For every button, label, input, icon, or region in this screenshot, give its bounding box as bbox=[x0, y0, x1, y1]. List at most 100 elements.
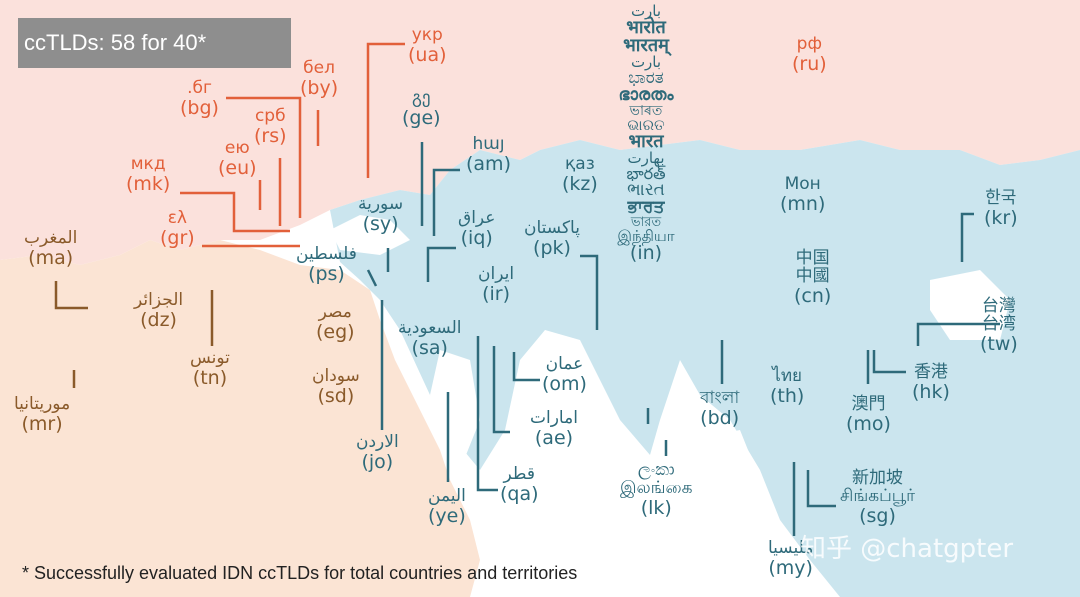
script-sy: سورية bbox=[358, 194, 404, 214]
africa-region bbox=[0, 240, 480, 597]
code-bd: (bd) bbox=[700, 406, 740, 429]
code-ua: (ua) bbox=[408, 43, 447, 66]
script-ye: اليمن bbox=[428, 486, 466, 506]
india-script: ಭಾರತ bbox=[628, 68, 664, 88]
india-script: بھارت bbox=[627, 149, 665, 167]
code-pk: (pk) bbox=[533, 236, 571, 259]
connector-ua bbox=[366, 42, 405, 178]
label-bg: .бг (bg) bbox=[180, 78, 219, 119]
script2-lk: இலங்கை bbox=[620, 477, 693, 498]
connector-ps bbox=[366, 269, 378, 287]
code-mr: (mr) bbox=[21, 412, 63, 435]
label-sg: 新加坡 சிங்கப்பூர் (sg) bbox=[840, 468, 915, 527]
watermark: 知乎 @chatgpter bbox=[800, 534, 1014, 564]
label-kz: қаз (kz) bbox=[562, 154, 598, 195]
india-script: భారత్ bbox=[626, 164, 666, 183]
label-sy: سورية (sy) bbox=[358, 194, 404, 235]
code-by: (by) bbox=[300, 76, 339, 99]
sea-patch bbox=[330, 215, 410, 255]
label-lk: ලංකා இலங்கை (lk) bbox=[620, 461, 693, 519]
script-mn: Мон bbox=[784, 174, 821, 194]
connector-om bbox=[512, 352, 540, 382]
code-mk: (mk) bbox=[126, 172, 171, 195]
label-jo: الاردن (jo) bbox=[356, 432, 399, 473]
code-eg: (eg) bbox=[316, 320, 355, 343]
script-th: ไทย bbox=[772, 366, 803, 386]
script-eu: ею bbox=[224, 138, 250, 158]
label-ps: فلسطين (ps) bbox=[296, 245, 357, 285]
label-iq: عراق (iq) bbox=[458, 209, 495, 249]
label-mn: Мон (mn) bbox=[780, 174, 825, 215]
connector-sg bbox=[806, 470, 836, 508]
connector-qa bbox=[476, 336, 498, 492]
code-sy: (sy) bbox=[362, 212, 399, 235]
script-tw: 台灣 bbox=[981, 296, 1016, 316]
code-in: (in) bbox=[629, 242, 663, 264]
sea-patch bbox=[550, 420, 630, 560]
script-mr: موريتانيا bbox=[14, 394, 71, 414]
code-tn: (tn) bbox=[192, 366, 228, 389]
script-sd: سودان bbox=[312, 366, 360, 386]
india-script: भारतम् bbox=[623, 35, 669, 56]
sea-patch bbox=[680, 430, 760, 560]
india-script: ভারত bbox=[630, 215, 662, 230]
script-jo: الاردن bbox=[356, 432, 399, 452]
europe-connectors bbox=[180, 42, 405, 248]
label-rs: срб (rs) bbox=[254, 107, 287, 147]
label-by: бел (by) bbox=[300, 58, 339, 99]
script-sg: 新加坡 bbox=[852, 468, 903, 488]
code-eu: (eu) bbox=[218, 156, 257, 179]
india-script: ભારત bbox=[627, 180, 665, 200]
code-ge: (ge) bbox=[402, 106, 441, 129]
code-iq: (iq) bbox=[460, 226, 493, 249]
script-ma: المغرب bbox=[24, 228, 78, 248]
script-bg: .бг bbox=[187, 78, 212, 98]
code-kz: (kz) bbox=[562, 172, 598, 195]
code-gr: (gr) bbox=[160, 226, 195, 249]
script-by: бел bbox=[303, 58, 335, 78]
connector-kr bbox=[960, 212, 974, 262]
script-mo: 澳門 bbox=[851, 394, 886, 414]
india-script: ভাৰত bbox=[629, 103, 663, 119]
label-ae: امارات (ae) bbox=[530, 408, 578, 449]
label-am: հայ (am) bbox=[466, 134, 511, 175]
connector-bg bbox=[226, 96, 302, 218]
connector-hk bbox=[872, 350, 906, 374]
script-kz: қаз bbox=[565, 154, 595, 174]
code-lk: (lk) bbox=[640, 496, 672, 519]
code-sd: (sd) bbox=[317, 384, 355, 407]
script-gr: ελ bbox=[167, 208, 187, 228]
script-am: հայ bbox=[472, 134, 505, 154]
code-jo: (jo) bbox=[361, 450, 394, 473]
label-dz: الجزائر (dz) bbox=[134, 291, 183, 331]
code-my: (my) bbox=[768, 556, 813, 579]
label-kr: 한국 (kr) bbox=[984, 188, 1018, 229]
script-ua: укр bbox=[411, 25, 443, 45]
code-sg: (sg) bbox=[859, 504, 896, 527]
label-my: مليسيا (my) bbox=[768, 538, 814, 579]
label-mk: мкд (mk) bbox=[126, 155, 171, 195]
script2-cn: 中國 bbox=[795, 265, 830, 286]
script-my: مليسيا bbox=[768, 538, 814, 558]
script-bd: বাংলা bbox=[700, 388, 740, 408]
code-sa: (sa) bbox=[411, 336, 448, 359]
connector-ae bbox=[492, 346, 510, 434]
label-ge: გე (ge) bbox=[402, 89, 441, 129]
connector-mk bbox=[180, 191, 290, 233]
code-th: (th) bbox=[770, 384, 805, 407]
script-sa: السعودية bbox=[398, 318, 462, 338]
script-ir: ایران bbox=[478, 264, 515, 284]
label-sd: سودان (sd) bbox=[312, 366, 360, 407]
sea-patch bbox=[930, 270, 1010, 340]
script-kr: 한국 bbox=[985, 188, 1017, 208]
india-script: ਭਾਰਤ bbox=[627, 197, 665, 217]
code-ae: (ae) bbox=[534, 426, 574, 449]
label-ir: ایران (ir) bbox=[478, 264, 515, 305]
code-ru: (ru) bbox=[792, 52, 827, 75]
code-ps: (ps) bbox=[308, 262, 345, 285]
label-th: ไทย (th) bbox=[770, 366, 805, 407]
label-bd: বাংলা (bd) bbox=[700, 388, 740, 429]
footnote: * Successfully evaluated IDN ccTLDs for … bbox=[22, 563, 578, 583]
script-ae: امارات bbox=[530, 408, 578, 428]
